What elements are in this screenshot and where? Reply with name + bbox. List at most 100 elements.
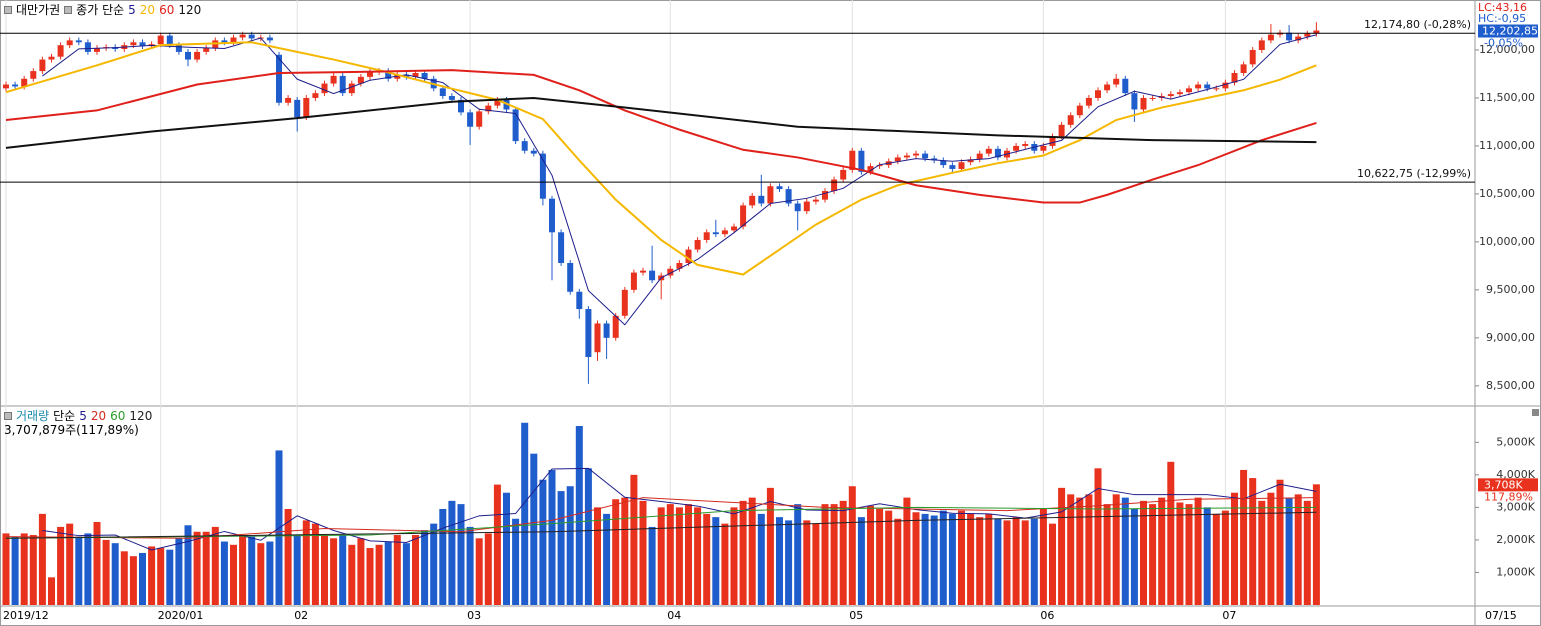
legend-entry: 120 [178,2,202,17]
volume-bar [912,512,920,605]
volume-bar [985,513,993,605]
legend-entry: 120 [129,408,153,423]
y-tick-label: 10,000,00 [1479,235,1535,248]
volume-summary: 3,707,879주(117,89%) [4,421,139,438]
x-tick-label: 2019/12 [3,609,49,622]
volume-bar [785,520,793,605]
candle-body [39,59,46,72]
volume-bar [1058,487,1066,605]
price-legend: 대만가권 종가 단순 5 20 60 120 [4,1,201,18]
candle-body [731,226,737,231]
volume-bar [539,479,547,605]
candle-body [922,153,929,159]
candle-body [494,99,501,106]
y-tick-label: 2,000K [1496,533,1535,546]
candle-body [75,40,82,43]
candle-body [1140,97,1147,110]
volume-bar [857,517,865,605]
volume-bar [139,552,146,605]
volume-bar [557,491,565,605]
candle-body [1186,88,1192,93]
volume-bar [402,543,410,605]
candle-body [48,56,55,60]
volume-bar [66,523,74,605]
volume-bar [1258,500,1266,605]
candle-body [203,48,210,52]
candle-body [21,78,28,87]
candle-body [867,166,874,172]
volume-bar [57,526,65,605]
volume-bar [648,526,656,605]
legend-entry: 5 [79,408,87,423]
volume-bar [685,504,692,605]
candle-body [448,96,455,100]
panel-button[interactable] [1532,409,1539,416]
candle-body [57,45,64,57]
candle-body [385,71,392,79]
volume-legend: 거래량 단순 5 20 60 120 [4,407,152,424]
volume-bar [166,549,174,605]
volume-bar [503,492,510,605]
volume-bar [211,526,219,605]
candle-body [812,199,819,202]
candle-body [776,186,783,190]
volume-bar [512,518,520,605]
candle-body [394,74,401,79]
y-tick-label: 12,000,00 [1479,43,1535,56]
volume-bar [348,544,356,605]
volume-bar [1112,494,1120,605]
volume-bar [220,541,228,605]
ma-line [5,69,1317,204]
candle-body [367,72,373,77]
volume-bar [621,497,629,605]
candle-body [357,76,364,84]
summary-text: 3,707,879주(117,89%) [4,423,139,437]
volume-bar [111,543,119,605]
candle-body [221,40,228,43]
candle-body [894,157,901,162]
volume-bar [175,538,183,605]
volume-bar [148,546,156,605]
volume-bar [1276,479,1284,605]
volume-bar [1003,520,1011,605]
candle-body [876,165,883,167]
candle-body [976,153,983,160]
volume-bar [484,533,492,605]
last-price-tag [1478,24,1538,38]
y-tick-label: 3,000K [1496,500,1535,513]
x-tick-label: 06 [1040,609,1054,622]
volume-bar [1176,502,1184,605]
volume-bar [812,523,820,605]
volume-bar [1149,504,1157,605]
candle-body [858,150,865,172]
candle-body [740,205,747,227]
candle-body [994,148,1001,158]
candle-body [1231,73,1238,83]
candle-body [321,83,328,94]
volume-bar [867,505,874,605]
volume-bar [412,535,419,605]
volume-bar [202,531,210,605]
candle-body [312,93,319,98]
candle-body [840,169,847,180]
y-tick-label: 8,500,00 [1486,379,1535,392]
volume-bar [566,486,574,605]
candle-body [949,165,956,169]
candle-body [1104,84,1111,91]
y-tick-label: 11,500,00 [1479,91,1535,104]
volume-bar [939,510,947,605]
volume-bar [976,517,984,605]
x-tick-label: 03 [467,609,481,622]
volume-bar [302,520,310,605]
volume-bar [339,535,347,605]
ma-title: 종가 단순 [76,3,125,17]
candle-body [640,270,646,273]
volume-bar [1121,497,1129,605]
reference-label: 10,622,75 (-12,99%) [1357,167,1471,180]
volume-bar [1085,494,1093,605]
candle-body [985,148,992,154]
volume-bar [1194,497,1202,605]
volume-bar [903,497,911,605]
volume-bar [375,544,383,605]
